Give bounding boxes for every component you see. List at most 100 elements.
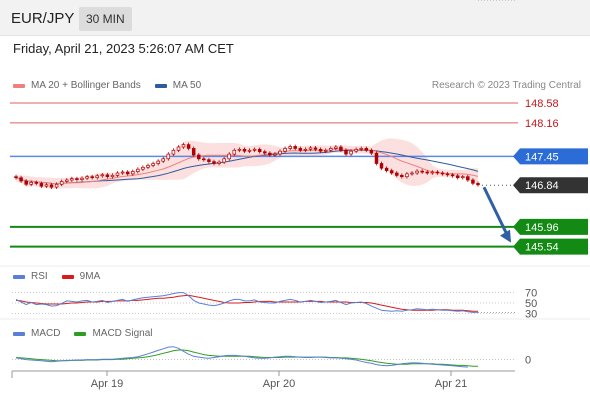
candle bbox=[207, 159, 211, 162]
candle bbox=[298, 148, 303, 151]
candle bbox=[389, 170, 394, 174]
candle bbox=[369, 149, 374, 154]
candle bbox=[59, 181, 64, 185]
candle bbox=[252, 148, 257, 151]
symbol-title: EUR/JPY bbox=[11, 10, 75, 27]
candle bbox=[440, 172, 445, 175]
candle bbox=[100, 174, 105, 177]
timeframe-button[interactable]: 30 MIN bbox=[79, 7, 132, 31]
candle bbox=[105, 174, 110, 178]
top-bar: EUR/JPY 30 MIN bbox=[0, 0, 590, 36]
rsi-ma-swatch bbox=[61, 274, 74, 279]
ma20-legend-label: MA 20 + Bollinger Bands bbox=[31, 80, 141, 91]
macd-tick-label: 0 bbox=[525, 355, 531, 367]
candle bbox=[161, 158, 165, 162]
candle bbox=[374, 152, 379, 164]
candle bbox=[273, 153, 277, 156]
candle bbox=[95, 175, 99, 179]
chart-datetime: Friday, April 21, 2023 5:26:07 AM CET bbox=[13, 41, 234, 56]
candle bbox=[80, 177, 84, 180]
candle bbox=[303, 148, 308, 151]
candle bbox=[278, 150, 282, 155]
candle bbox=[237, 148, 242, 151]
candle bbox=[395, 172, 399, 176]
candle bbox=[359, 148, 363, 150]
candle bbox=[334, 146, 338, 149]
ma20-swatch bbox=[13, 83, 25, 88]
macd-signal-line bbox=[15, 349, 478, 367]
candle bbox=[466, 176, 470, 181]
candle bbox=[247, 149, 252, 152]
main-legend: MA 20 + Bollinger Bands MA 50 bbox=[13, 80, 215, 91]
candle bbox=[445, 173, 450, 176]
candle bbox=[136, 168, 140, 172]
time-axis-label: Apr 19 bbox=[91, 378, 123, 390]
candle bbox=[202, 158, 206, 161]
candle bbox=[54, 183, 59, 188]
candle bbox=[39, 183, 44, 187]
candle bbox=[471, 179, 475, 184]
candle bbox=[308, 147, 313, 150]
level-tag-current bbox=[513, 177, 588, 194]
candle bbox=[379, 163, 384, 169]
time-axis-label: Apr 21 bbox=[435, 378, 467, 390]
candle bbox=[323, 149, 328, 152]
candle bbox=[131, 171, 135, 175]
candle bbox=[217, 161, 221, 164]
candle bbox=[212, 161, 216, 164]
rsi-tick-label: 50 bbox=[525, 298, 537, 310]
rsi-swatch bbox=[13, 274, 25, 279]
level-label-pivot: 147.45 bbox=[525, 151, 559, 163]
candle bbox=[156, 160, 160, 164]
candle bbox=[227, 153, 231, 160]
level-tag-support-2 bbox=[513, 238, 588, 255]
candle bbox=[339, 146, 343, 151]
candle bbox=[288, 146, 292, 149]
rsi-ma-legend-label: 9MA bbox=[79, 271, 101, 282]
candle bbox=[120, 171, 125, 174]
level-tag-pivot bbox=[513, 148, 588, 165]
macd-signal-swatch bbox=[74, 331, 87, 336]
candle bbox=[146, 165, 150, 168]
candle bbox=[186, 144, 191, 149]
level-tag-support-1 bbox=[513, 218, 588, 235]
candle bbox=[344, 149, 348, 155]
candle bbox=[242, 148, 247, 152]
ma20-line bbox=[15, 148, 479, 185]
candle bbox=[151, 163, 155, 166]
macd-swatch bbox=[13, 331, 25, 336]
ma50-legend-label: MA 50 bbox=[172, 80, 202, 91]
candle bbox=[191, 148, 196, 156]
candle bbox=[257, 148, 262, 153]
candle bbox=[435, 171, 440, 174]
rsi-legend-label: RSI bbox=[31, 271, 48, 282]
candle bbox=[425, 171, 429, 174]
rsi-line bbox=[15, 292, 478, 313]
candle bbox=[400, 174, 404, 178]
candle bbox=[263, 151, 267, 154]
level-label-resistance-2: 148.58 bbox=[525, 98, 559, 110]
candle bbox=[405, 173, 409, 178]
candle bbox=[293, 146, 297, 149]
time-axis-label: Apr 20 bbox=[263, 378, 295, 390]
candle bbox=[110, 174, 115, 178]
candle bbox=[19, 177, 23, 182]
candle bbox=[430, 171, 435, 174]
candle bbox=[44, 184, 49, 187]
level-label-support-2: 145.54 bbox=[525, 242, 559, 254]
candle bbox=[70, 178, 74, 181]
candle bbox=[75, 178, 79, 180]
forecast-arrow-shaft bbox=[482, 186, 510, 238]
level-label-support-1: 145.96 bbox=[525, 222, 559, 234]
candle bbox=[232, 149, 237, 155]
copyright-text: Research © 2023 Trading Central bbox=[431, 80, 581, 91]
candle bbox=[181, 144, 186, 148]
candle bbox=[166, 153, 171, 160]
candle bbox=[24, 180, 28, 185]
candle bbox=[197, 154, 201, 160]
candle bbox=[313, 147, 318, 150]
forecast-arrowhead bbox=[500, 229, 511, 243]
candle bbox=[461, 176, 465, 179]
candle bbox=[476, 183, 480, 186]
